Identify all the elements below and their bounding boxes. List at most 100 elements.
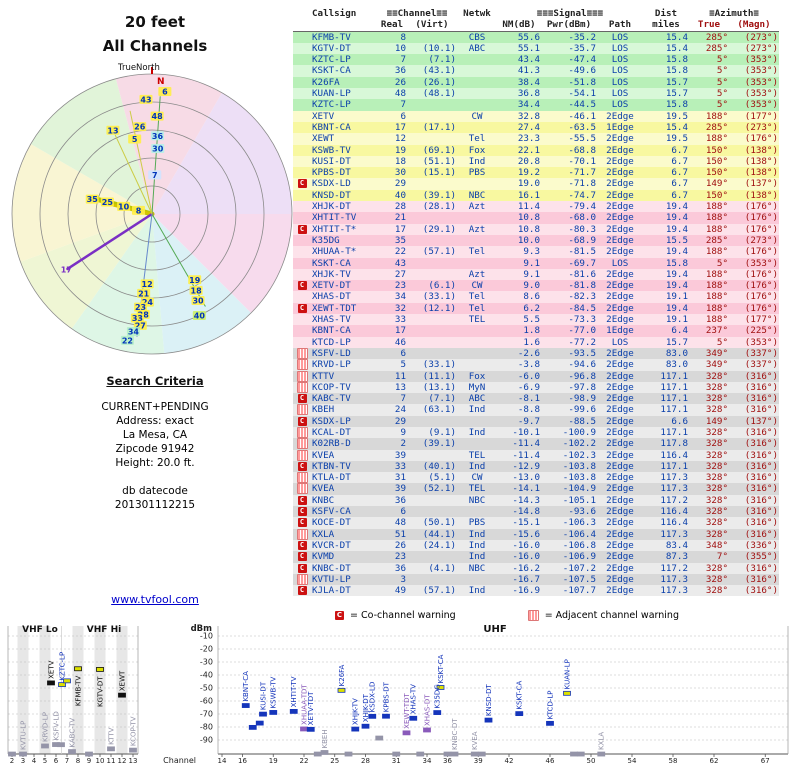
header-callsign: Callsign bbox=[312, 8, 357, 19]
cell-miles: 15.4 bbox=[665, 31, 688, 43]
cell-path: LOS bbox=[611, 76, 629, 88]
cell-miles: 117.3 bbox=[660, 472, 688, 484]
table-row: KFMB-TV 8 CBS 55.6 -35.2 LOS 15.4 285° (273°) bbox=[293, 31, 779, 43]
search-zipcode: Zipcode 91942 bbox=[115, 443, 195, 455]
cell-nm: 9.3 bbox=[523, 246, 540, 258]
cell-pwr: -104.9 bbox=[562, 483, 596, 495]
cell-path: 2Edge bbox=[606, 280, 634, 292]
cell-path: LOS bbox=[611, 42, 629, 54]
cell-az-true: 349° bbox=[705, 347, 728, 359]
svg-text:2: 2 bbox=[10, 757, 14, 765]
cell-virt: (39.1) bbox=[422, 438, 456, 450]
polar-marker: 25 bbox=[100, 197, 114, 207]
cell-real: 33 bbox=[394, 460, 406, 472]
svg-text:8: 8 bbox=[136, 206, 142, 215]
cell-virt bbox=[407, 450, 457, 461]
cell-az-magn: (336°) bbox=[744, 539, 778, 551]
cell-az-magn: (316°) bbox=[744, 426, 778, 438]
table-row: C XHTIT-T* 17 (29.1) Azt 10.8 -80.3 2Edge 19.4 18… bbox=[293, 223, 779, 235]
cell-netwk bbox=[457, 178, 497, 189]
cell-miles: 6.6 bbox=[671, 415, 688, 427]
site-link-wrap: www.tvfool.com bbox=[30, 588, 280, 607]
cell-nm: 55.6 bbox=[517, 31, 540, 43]
cell-real: 30 bbox=[394, 167, 406, 179]
tvfool-link[interactable]: www.tvfool.com bbox=[111, 593, 199, 606]
cell-az-true: 150° bbox=[705, 144, 728, 156]
cell-real: 2 bbox=[400, 438, 406, 450]
cell-virt: (15.1) bbox=[422, 167, 456, 179]
cell-virt: (69.1) bbox=[422, 144, 456, 156]
cell-pwr: -88.5 bbox=[568, 415, 596, 427]
station-marker bbox=[255, 720, 264, 726]
cell-nm: -16.0 bbox=[512, 551, 540, 563]
cell-az-magn: (316°) bbox=[744, 494, 778, 506]
cell-real: 6 bbox=[400, 347, 406, 359]
cell-nm: 6.2 bbox=[523, 302, 540, 314]
svg-text:5: 5 bbox=[43, 757, 47, 765]
search-height: Height: 20.0 ft. bbox=[115, 457, 195, 469]
cell-real: 7 bbox=[400, 99, 406, 111]
cell-az-true: 5° bbox=[716, 336, 728, 348]
cell-real: 22 bbox=[394, 246, 406, 258]
table-row: C KNBC 36 NBC -14.3 -105.1 2Edge 117.2 328° (316°… bbox=[293, 494, 779, 507]
cell-pwr: -107.7 bbox=[562, 585, 596, 597]
svg-text:XHAS-TV: XHAS-TV bbox=[410, 684, 418, 714]
svg-text:KVEA: KVEA bbox=[471, 731, 479, 750]
cell-netwk: NBC bbox=[468, 494, 486, 506]
cell-az-magn: (225°) bbox=[744, 325, 778, 337]
cell-miles: 6.7 bbox=[671, 178, 688, 190]
adjacent-channel-icon bbox=[527, 610, 539, 621]
cell-az-true: 188° bbox=[705, 212, 728, 224]
cell-netwk bbox=[457, 235, 497, 246]
cell-pwr: -93.6 bbox=[568, 506, 596, 518]
cell-netwk: Tel bbox=[468, 291, 486, 303]
cell-az-magn: (355°) bbox=[744, 551, 778, 563]
cell-path: 2Edge bbox=[606, 528, 634, 540]
warning-cell bbox=[293, 573, 311, 585]
cell-az-magn: (176°) bbox=[744, 246, 778, 258]
cell-callsign: XHAS-TV bbox=[312, 314, 351, 326]
cell-az-true: 328° bbox=[705, 404, 728, 416]
cell-az-true: 188° bbox=[705, 314, 728, 326]
cell-netwk bbox=[457, 212, 497, 223]
warning-cell: C bbox=[293, 506, 311, 517]
cell-az-true: 328° bbox=[705, 438, 728, 450]
table-row: KNSD-DT 40 (39.1) NBC 16.1 -74.7 2Edge 6.7 150° (… bbox=[293, 189, 779, 202]
header-warn bbox=[293, 8, 311, 19]
svg-text:-80: -80 bbox=[200, 723, 213, 732]
cell-miles: 117.2 bbox=[660, 562, 688, 574]
cell-callsign: XEWT-TDT bbox=[312, 302, 357, 314]
cell-path: LOS bbox=[611, 54, 629, 66]
warning-cell: C bbox=[293, 280, 311, 291]
cell-az-true: 328° bbox=[705, 381, 728, 393]
cell-netwk bbox=[457, 99, 497, 110]
cell-nm: 34.4 bbox=[517, 99, 540, 111]
svg-text:25: 25 bbox=[330, 757, 339, 765]
cell-miles: 6.7 bbox=[671, 155, 688, 167]
table-row: C KJLA-DT 49 (57.1) Ind -16.9 -107.7 2Edge 117.3… bbox=[293, 585, 779, 597]
cell-pwr: -46.1 bbox=[568, 110, 596, 122]
polar-marker: 34 bbox=[126, 327, 140, 337]
cell-real: 18 bbox=[394, 155, 406, 167]
cell-az-magn: (137°) bbox=[744, 178, 778, 190]
cell-virt bbox=[407, 348, 457, 359]
cell-netwk: Fox bbox=[468, 144, 486, 156]
cell-callsign: KCAL-DT bbox=[312, 426, 351, 438]
cell-real: 8 bbox=[400, 31, 406, 43]
search-criteria-title: Search Criteria bbox=[106, 374, 204, 388]
warning-cell bbox=[293, 201, 311, 212]
cell-pwr: -54.1 bbox=[568, 88, 596, 100]
cell-pwr: -106.4 bbox=[562, 528, 596, 540]
cell-miles: 19.4 bbox=[665, 212, 688, 224]
station-marker: KUSI-DT bbox=[259, 681, 268, 717]
cell-az-magn: (353°) bbox=[744, 76, 778, 88]
cell-miles: 19.5 bbox=[665, 110, 688, 122]
cell-real: 5 bbox=[400, 359, 406, 371]
svg-text:58: 58 bbox=[669, 757, 678, 765]
cell-netwk: Tel bbox=[468, 246, 486, 258]
cell-az-true: 328° bbox=[705, 506, 728, 518]
warning-cell bbox=[293, 483, 311, 495]
cell-callsign: KSKT-CA bbox=[312, 257, 351, 269]
cell-az-true: 188° bbox=[705, 302, 728, 314]
